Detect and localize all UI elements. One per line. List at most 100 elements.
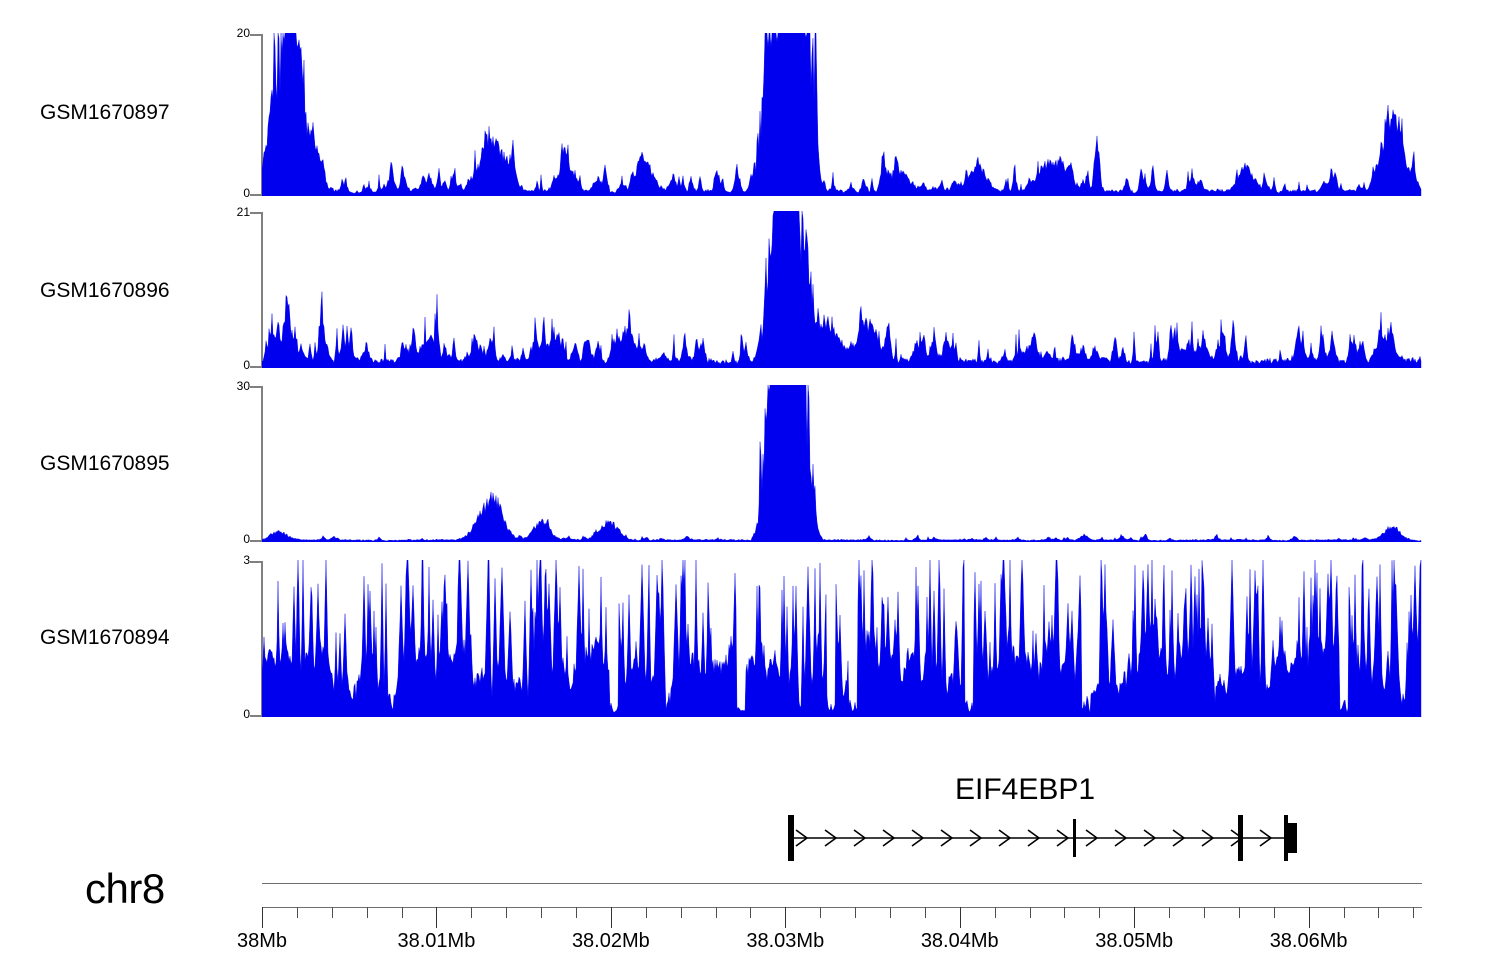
ruler-tick-label: 38.05Mb — [1095, 930, 1174, 952]
ruler-tick-minor — [296, 907, 298, 918]
ruler-tick-label: 38.06Mb — [1269, 930, 1348, 952]
ruler-tick-major — [1134, 907, 1136, 928]
track-label-GSM1670896: GSM1670896 — [40, 279, 170, 302]
gene-annotation-panel: EIF4EBP1 — [0, 755, 1500, 875]
track-axis-min-GSM1670897: 0 — [243, 186, 250, 200]
ruler-tick-major — [959, 907, 961, 928]
signal-area-GSM1670894 — [262, 560, 1422, 717]
ruler-top-line — [262, 883, 1422, 884]
strand-arrow-icon — [824, 829, 838, 847]
ruler-tick-minor — [1169, 907, 1171, 918]
signal-area-GSM1670897 — [262, 33, 1422, 196]
track-ytick-bottom-GSM1670895 — [250, 540, 262, 542]
exon-4-utr[interactable] — [1288, 823, 1297, 853]
strand-arrow-icon — [1259, 829, 1273, 847]
strand-arrow-icon — [998, 829, 1012, 847]
track-GSM1670894: GSM1670894 3 0 — [0, 0, 1500, 721]
track-plot-GSM1670896 — [262, 211, 1422, 368]
ruler-tick-minor — [680, 907, 682, 918]
ruler-tick-major — [785, 907, 787, 928]
ruler-tick-minor — [750, 907, 752, 918]
track-ytick-bottom-GSM1670897 — [250, 194, 262, 196]
strand-arrow-icon — [1056, 829, 1070, 847]
coordinate-ruler[interactable]: 38Mb 38.01Mb 38.02Mb 38.03Mb 38.04Mb 38.05Mb 3… — [0, 878, 1500, 978]
signal-area-GSM1670896 — [262, 211, 1422, 368]
strand-arrow-icon — [1085, 829, 1099, 847]
ruler-tick-minor — [471, 907, 473, 918]
ruler-tick-minor — [1413, 907, 1415, 918]
strand-arrow-icon — [940, 829, 954, 847]
ruler-tick-major — [262, 907, 263, 928]
ruler-tick-label: 38.01Mb — [397, 930, 476, 952]
ruler-tick-minor — [506, 907, 508, 918]
ruler-baseline — [262, 907, 1422, 908]
exon-3[interactable] — [1238, 815, 1243, 861]
ruler-tick-minor — [1203, 907, 1205, 918]
track-plot-GSM1670895 — [262, 385, 1422, 542]
ruler-tick-label: 38.02Mb — [571, 930, 650, 952]
ruler-tick-major — [1308, 907, 1310, 928]
strand-arrow-icon — [911, 829, 925, 847]
ruler-tick-minor — [715, 907, 717, 918]
ruler-tick-minor — [1029, 907, 1031, 918]
track-yaxis-GSM1670894 — [261, 561, 263, 717]
track-ytick-bottom-GSM1670896 — [250, 366, 262, 368]
gene-model — [788, 815, 1297, 861]
track-axis-min-GSM1670895: 0 — [243, 532, 250, 546]
track-label-GSM1670897: GSM1670897 — [40, 101, 170, 124]
strand-arrow-icon — [853, 829, 867, 847]
ruler-tick-minor — [366, 907, 368, 918]
strand-arrow-icon — [1143, 829, 1157, 847]
track-GSM1670897: GSM1670897 20 0 — [0, 0, 1500, 205]
track-axis-min-GSM1670894: 0 — [243, 707, 250, 721]
ruler-tick-minor — [924, 907, 926, 918]
exon-4[interactable] — [1284, 815, 1288, 861]
ruler-tick-minor — [645, 907, 647, 918]
ruler-tick-label: 38Mb — [236, 930, 288, 952]
ruler-tick-minor — [541, 907, 543, 918]
strand-arrow-icon — [1201, 829, 1215, 847]
exon-2[interactable] — [1073, 819, 1076, 857]
ruler-tick-major — [610, 907, 612, 928]
track-plot-GSM1670897 — [262, 33, 1422, 196]
ruler-tick-minor — [994, 907, 996, 918]
track-ytick-top-GSM1670897 — [250, 34, 262, 36]
track-axis-max-GSM1670897: 20 — [236, 26, 250, 40]
track-ytick-top-GSM1670894 — [250, 561, 262, 563]
ruler-tick-minor — [1378, 907, 1380, 918]
strand-arrow-icon — [795, 829, 809, 847]
ruler-tick-minor — [820, 907, 822, 918]
strand-arrow-icon — [1172, 829, 1186, 847]
ruler-tick-minor — [401, 907, 403, 918]
ruler-tick-minor — [1343, 907, 1345, 918]
ruler-tick-major — [436, 907, 438, 928]
ruler-tick-minor — [889, 907, 891, 918]
track-axis-max-GSM1670895: 30 — [236, 379, 250, 393]
ruler-tick-label: 38.04Mb — [920, 930, 999, 952]
ruler-tick-minor — [1273, 907, 1275, 918]
track-label-GSM1670894: GSM1670894 — [40, 626, 170, 649]
track-axis-max-GSM1670894: 3 — [243, 553, 250, 567]
signal-area-GSM1670895 — [262, 385, 1422, 542]
track-ytick-top-GSM1670896 — [250, 212, 262, 214]
strand-arrow-icon — [1027, 829, 1041, 847]
ruler-tick-minor — [1099, 907, 1101, 918]
chromosome-label: chr8 — [85, 865, 165, 912]
ruler-tick-minor — [575, 907, 577, 918]
strand-arrow-icon — [882, 829, 896, 847]
track-yaxis-GSM1670895 — [261, 386, 263, 542]
ruler-tick-minor — [1064, 907, 1066, 918]
exon-1[interactable] — [788, 815, 794, 861]
track-yaxis-GSM1670897 — [261, 34, 263, 196]
ruler-tick-minor — [331, 907, 333, 918]
ruler-tick-minor — [855, 907, 857, 918]
track-plot-GSM1670894 — [262, 560, 1422, 717]
track-GSM1670895: GSM1670895 30 0 — [0, 0, 1500, 546]
track-ytick-top-GSM1670895 — [250, 386, 262, 388]
gene-name-label: EIF4EBP1 — [955, 773, 1096, 806]
ruler-tick-label: 38.03Mb — [746, 930, 825, 952]
track-axis-max-GSM1670896: 21 — [236, 205, 250, 219]
track-yaxis-GSM1670896 — [261, 212, 263, 368]
strand-arrow-icon — [1114, 829, 1128, 847]
